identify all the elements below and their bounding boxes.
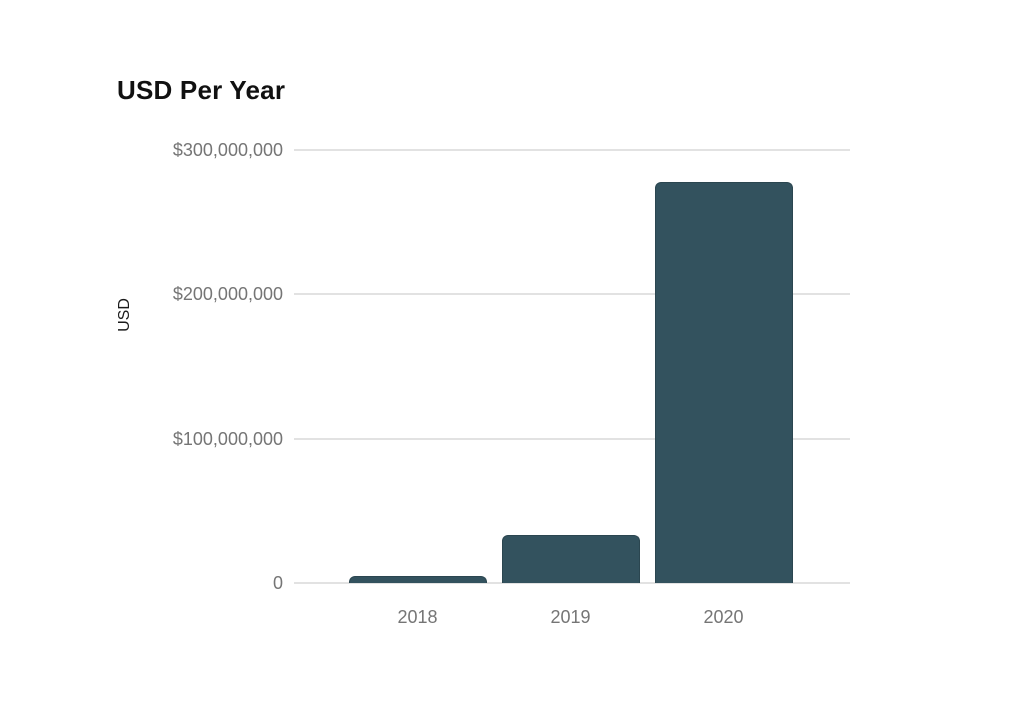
gridline-200000000	[294, 293, 850, 295]
y-tick-label-200000000: $200,000,000	[172, 284, 283, 304]
gridline-0	[294, 582, 850, 584]
gridline-300000000	[294, 149, 850, 151]
y-tick-label-300000000: $300,000,000	[172, 140, 283, 160]
bar-2018	[348, 576, 487, 583]
x-tick-label-2018: 2018	[397, 607, 438, 627]
bar-2020	[654, 182, 793, 583]
chart-title: USD Per Year	[117, 75, 286, 105]
gridline-100000000	[294, 438, 850, 440]
y-tick-label-100000000: $100,000,000	[172, 429, 283, 449]
bar-2019	[501, 535, 640, 583]
y-tick-label-0: 0	[272, 573, 283, 593]
x-tick-label-2019: 2019	[550, 607, 591, 627]
x-tick-label-2020: 2020	[703, 607, 744, 627]
